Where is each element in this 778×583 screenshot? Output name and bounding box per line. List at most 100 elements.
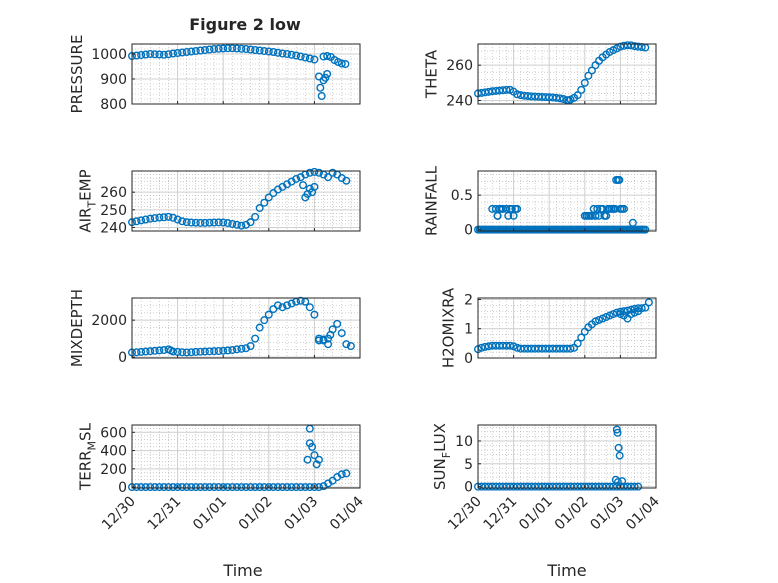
data-points: [474, 175, 650, 234]
data-point: [278, 303, 287, 312]
data-point: [566, 344, 575, 353]
y-tick-label: 0: [118, 480, 127, 496]
axes-box: [131, 170, 361, 232]
x-tick-label: 12/30: [99, 494, 139, 534]
data-point: [237, 44, 246, 53]
data-point: [305, 439, 314, 448]
y-tick-label: 200: [100, 462, 127, 478]
data-point: [241, 483, 250, 492]
data-point: [602, 313, 611, 322]
data-point: [182, 48, 191, 57]
y-tick-label: 0: [464, 480, 473, 496]
data-point: [155, 483, 164, 492]
data-point: [269, 483, 278, 492]
data-point: [614, 443, 623, 452]
data-point: [292, 174, 301, 183]
data-point: [513, 90, 522, 99]
data-point: [196, 347, 205, 356]
data-point: [513, 204, 522, 213]
data-point: [337, 59, 346, 68]
x-axis-label: Time: [222, 561, 262, 580]
data-point: [210, 218, 219, 227]
plot-area: [478, 425, 656, 488]
data-point: [342, 340, 351, 349]
data-point: [237, 483, 246, 492]
data-point: [324, 173, 333, 182]
data-point: [326, 330, 335, 339]
data-point: [342, 469, 351, 478]
data-point: [210, 347, 219, 356]
axes-box: [477, 297, 657, 359]
data-point: [260, 47, 269, 56]
data-point: [310, 310, 319, 319]
data-point: [191, 47, 200, 56]
y-tick-label: 0.5: [451, 188, 473, 204]
data-point: [287, 50, 296, 59]
data-point: [169, 213, 178, 222]
data-point: [310, 483, 319, 492]
data-point: [246, 483, 255, 492]
data-point: [219, 44, 228, 53]
y-axis-label-subscript: F: [440, 452, 453, 458]
y-tick-label: 0: [118, 350, 127, 366]
y-tick-label: 260: [446, 58, 473, 74]
data-point: [314, 455, 323, 464]
y-tick-label: 1000: [91, 47, 127, 63]
data-point: [605, 311, 614, 320]
data-point: [260, 198, 269, 207]
plot-area: [478, 44, 656, 104]
y-tick-label: 0: [464, 223, 473, 239]
axes-box: [131, 424, 361, 489]
data-point: [602, 211, 611, 220]
data-point: [155, 50, 164, 59]
data-point: [187, 47, 196, 56]
y-axis-label-tail: EMP: [77, 169, 95, 200]
data-point: [612, 308, 621, 317]
data-point: [337, 329, 346, 338]
data-point: [173, 483, 182, 492]
data-point: [314, 336, 323, 345]
data-point: [312, 460, 321, 469]
data-point: [219, 346, 228, 355]
data-point: [187, 483, 196, 492]
data-points: [127, 167, 351, 230]
data-points: [474, 41, 650, 105]
x-tick-label: 01/01: [190, 494, 230, 534]
data-point: [196, 218, 205, 227]
data-point: [615, 175, 624, 184]
data-point: [146, 50, 155, 59]
data-point: [321, 73, 330, 82]
data-point: [169, 49, 178, 58]
y-tick-label: 250: [100, 203, 127, 219]
y-tick-label: 10: [455, 434, 473, 450]
data-point: [228, 483, 237, 492]
data-point: [173, 49, 182, 58]
data-point: [587, 66, 596, 75]
data-point: [137, 347, 146, 356]
y-tick-label: 600: [100, 425, 127, 441]
data-point: [150, 50, 159, 59]
data-point: [169, 483, 178, 492]
axes-box: [131, 297, 361, 359]
data-point: [314, 483, 323, 492]
data-point: [591, 211, 600, 220]
data-point: [137, 51, 146, 60]
data-point: [273, 301, 282, 310]
x-tick-label: 12/31: [145, 494, 185, 534]
data-point: [150, 346, 159, 355]
data-point: [273, 48, 282, 57]
data-point: [182, 483, 191, 492]
data-point: [237, 344, 246, 353]
data-point: [502, 204, 511, 213]
data-point: [555, 94, 564, 103]
data-point: [255, 46, 264, 55]
plot-area: [132, 425, 360, 488]
data-point: [237, 221, 246, 230]
data-point: [506, 341, 515, 350]
data-point: [292, 51, 301, 60]
data-point: [173, 215, 182, 224]
data-point: [260, 483, 269, 492]
x-tick-label: 01/02: [236, 494, 276, 534]
data-point: [178, 483, 187, 492]
